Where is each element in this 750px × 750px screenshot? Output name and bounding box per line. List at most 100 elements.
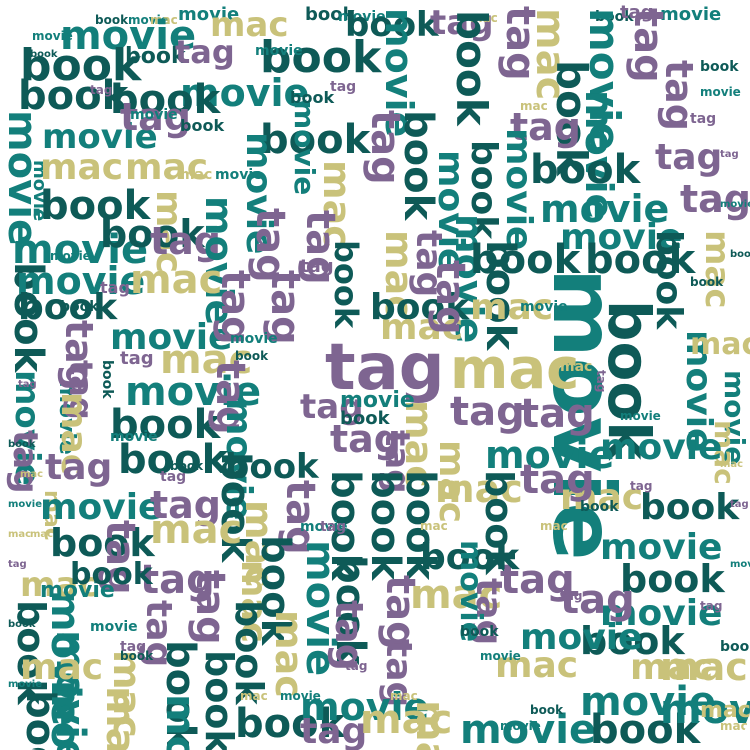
cloud-word-movie: movie [660,4,722,25]
cloud-word-movie: movie [128,13,169,27]
cloud-word-movie: movie [340,388,415,413]
cloud-word-tag: tag [730,499,749,510]
cloud-word-book: book [580,499,619,515]
cloud-word-mac: mac [20,647,104,688]
cloud-word-movie: movie [32,29,73,43]
cloud-word-movie: movie [215,167,263,183]
cloud-word-movie: movie [300,685,430,729]
cloud-word-movie: movie [560,217,683,258]
cloud-word-book: book [120,649,154,663]
cloud-word-mac: mac [240,689,268,703]
cloud-word-tag: tag [150,483,222,527]
cloud-word-book: book [640,487,740,528]
cloud-word-mac: mac [495,645,579,686]
cloud-word-tag: tag [140,557,215,603]
cloud-word-movie: movie [180,71,310,115]
cloud-word-book: book [100,212,205,256]
cloud-word-tag: tag [300,387,364,427]
cloud-word-mac: mac [560,477,644,518]
cloud-word-book: book [180,116,225,135]
cloud-word-mac: mac [150,507,243,553]
cloud-word-book: book [8,439,36,450]
cloud-word-book: book [197,650,241,750]
cloud-word-book: book [370,287,470,328]
cloud-word-movie: movie [338,9,386,25]
cloud-word-tag: tag [345,659,368,673]
cloud-word-mac: mac [380,307,464,348]
cloud-word-book: book [720,639,750,655]
cloud-word-movie: movie [520,299,568,315]
cloud-word-tag: tag [427,260,473,335]
cloud-word-mac: mac [97,686,143,750]
cloud-word-tag: tag [300,256,334,277]
cloud-word-tag: tag [160,469,187,485]
cloud-word-tag: tag [510,105,582,149]
cloud-word-tag: tag [150,219,222,263]
cloud-word-tag: tag [520,457,595,503]
cloud-word-tag: tag [90,83,113,97]
cloud-word-tag: tag [560,589,583,603]
cloud-word-movie: movie [500,719,541,733]
cloud-word-mac: mac [30,529,54,540]
cloud-word-mac: mac [560,359,593,375]
cloud-word-movie: movie [40,578,115,603]
cloud-word-book: book [40,183,151,229]
cloud-word-movie: movie [485,433,615,477]
cloud-word-book: book [447,10,496,126]
cloud-word-book: book [290,88,335,107]
cloud-word-movie: movie [42,680,88,750]
cloud-word-movie: movie [230,331,278,347]
cloud-word-mac: mac [630,647,714,688]
cloud-word-book: book [99,360,115,399]
cloud-word-book: book [305,4,355,25]
cloud-word-tag: tag [450,389,525,435]
cloud-word-mac: mac [360,697,453,743]
cloud-word-tag: tag [325,331,445,405]
cloud-word-tag: tag [720,149,739,160]
cloud-word-mac: mac [700,698,750,723]
cloud-word-book: book [730,249,750,260]
cloud-word-movie: movie [480,649,521,663]
cloud-word-tag: tag [680,177,750,221]
cloud-word-movie: movie [540,187,670,231]
cloud-word-book: book [125,44,186,69]
cloud-word-movie: movie [50,249,91,263]
cloud-word-tag: tag [330,417,402,461]
cloud-word-book: book [700,59,739,75]
cloud-word-book: book [420,537,520,578]
cloud-word-book: book [235,349,269,363]
cloud-word-movie: movie [600,427,723,468]
cloud-word-mac: mac [720,459,744,470]
cloud-word-movie: movie [60,13,197,59]
cloud-word-mac: mac [20,469,44,480]
cloud-word-movie: movie [40,487,163,528]
cloud-word-tag: tag [655,137,723,178]
cloud-word-tag: tag [120,348,154,369]
cloud-word-tag: tag [500,557,575,603]
cloud-word-book: book [20,40,142,91]
cloud-word-mac: mac [160,337,253,383]
cloud-word-tag: tag [18,379,37,390]
cloud-word-book: book [590,707,701,750]
cloud-word-tag: tag [187,570,233,645]
cloud-word-movie: movie [16,259,146,303]
cloud-word-book: book [620,557,725,601]
cloud-word-book: book [30,49,58,60]
cloud-word-movie: movie [178,4,240,25]
cloud-word-tag: tag [8,559,27,570]
cloud-word-mac: mac [390,689,418,703]
cloud-word-mac: mac [180,167,213,183]
cloud-word-movie: movie [280,689,321,703]
cloud-word-book: book [110,77,221,123]
cloud-word-movie: movie [8,679,43,690]
cloud-word-tag: tag [45,447,113,488]
cloud-word-mac: mac [470,287,554,328]
cloud-word-book: book [530,147,641,193]
cloud-word-movie: movie [157,694,203,750]
cloud-word-movie: movie [110,317,233,358]
cloud-word-tag: tag [430,3,494,43]
cloud-word-book: book [70,557,153,592]
cloud-word-movie: movie [288,100,321,196]
cloud-word-book: book [60,299,99,315]
cloud-word-book: book [648,230,689,330]
